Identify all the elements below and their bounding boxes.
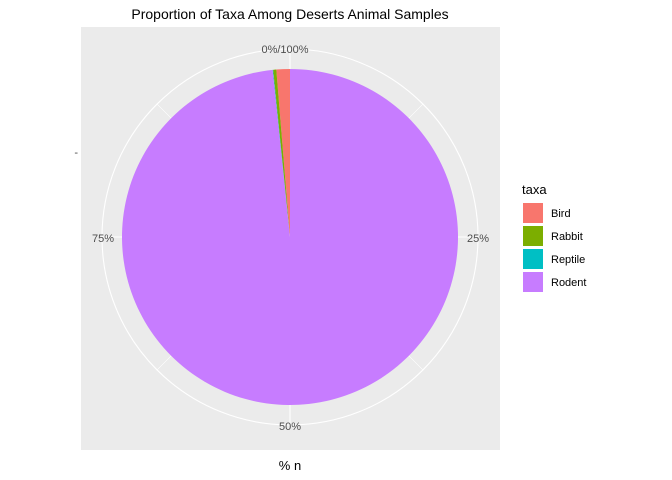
legend-label-reptile: Reptile bbox=[551, 254, 585, 266]
legend-label-rabbit: Rabbit bbox=[551, 231, 583, 243]
chart-title: Proportion of Taxa Among Deserts Animal … bbox=[131, 6, 448, 22]
legend-label-rodent: Rodent bbox=[551, 277, 586, 289]
legend-label-bird: Bird bbox=[551, 208, 571, 220]
legend: taxa Bird Rabbit Reptile Rodent bbox=[522, 182, 586, 292]
x-axis-title: % n bbox=[279, 458, 301, 473]
legend-title: taxa bbox=[522, 182, 547, 197]
legend-key-reptile bbox=[523, 249, 543, 269]
pie-slice-rabbit bbox=[273, 69, 290, 238]
legend-key-rabbit bbox=[523, 226, 543, 246]
pie-slice-rodent bbox=[122, 69, 458, 405]
legend-key-bird bbox=[523, 203, 543, 223]
pie-slice-bird bbox=[276, 69, 290, 237]
theta-ticks: 0%/100% 25% 50% 75% bbox=[92, 44, 489, 433]
theta-tick-label: 75% bbox=[92, 233, 114, 245]
theta-tick-label: 0%/100% bbox=[261, 44, 308, 56]
legend-key-rodent bbox=[523, 272, 543, 292]
y-axis-tick-label: - bbox=[74, 147, 78, 159]
pie-slice-reptile bbox=[272, 69, 290, 237]
theta-tick-label: 25% bbox=[467, 233, 489, 245]
pie-slices bbox=[122, 69, 458, 405]
theta-tick-label: 50% bbox=[279, 421, 301, 433]
